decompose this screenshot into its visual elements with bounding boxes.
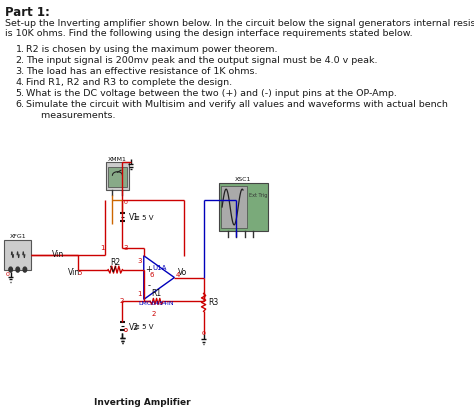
Text: 0: 0 bbox=[123, 200, 127, 205]
Text: Vin: Vin bbox=[52, 250, 64, 259]
Text: 3: 3 bbox=[123, 245, 128, 251]
Circle shape bbox=[16, 267, 19, 272]
Text: 3: 3 bbox=[137, 258, 142, 264]
Text: V1: V1 bbox=[129, 214, 139, 222]
Text: XSC1: XSC1 bbox=[235, 177, 252, 182]
Text: 5.: 5. bbox=[16, 89, 25, 98]
Text: Part 1:: Part 1: bbox=[5, 6, 50, 19]
Text: measurements.: measurements. bbox=[26, 111, 115, 120]
Text: V2: V2 bbox=[129, 323, 139, 332]
Text: 2: 2 bbox=[119, 299, 124, 304]
Text: 1.: 1. bbox=[16, 45, 25, 54]
Text: 2: 2 bbox=[152, 311, 156, 317]
Text: Vo: Vo bbox=[178, 268, 187, 277]
Text: Find R1, R2 and R3 to complete the design.: Find R1, R2 and R3 to complete the desig… bbox=[26, 78, 232, 87]
Text: Inverting Amplifier: Inverting Amplifier bbox=[94, 398, 191, 407]
Text: LMC6484IN: LMC6484IN bbox=[139, 301, 174, 306]
Text: XMM1: XMM1 bbox=[108, 157, 127, 162]
Circle shape bbox=[9, 267, 12, 272]
Text: 0: 0 bbox=[124, 328, 128, 333]
Text: 5: 5 bbox=[78, 269, 82, 276]
Text: is 10K ohms. Find the following using the design interface requirements stated b: is 10K ohms. Find the following using th… bbox=[5, 29, 412, 38]
Text: 3.: 3. bbox=[16, 67, 25, 76]
Text: R1: R1 bbox=[152, 289, 162, 298]
Text: 0: 0 bbox=[6, 271, 10, 276]
Text: U1A: U1A bbox=[152, 265, 167, 271]
Text: ≡ 5 V: ≡ 5 V bbox=[134, 215, 153, 221]
Text: What is the DC voltage between the two (+) and (-) input pins at the OP-Amp.: What is the DC voltage between the two (… bbox=[26, 89, 396, 98]
Text: 0: 0 bbox=[124, 328, 128, 333]
Text: 4: 4 bbox=[176, 271, 180, 278]
Text: +: + bbox=[146, 265, 152, 274]
Text: 0: 0 bbox=[201, 331, 206, 336]
Text: R2 is chosen by using the maximum power theorem.: R2 is chosen by using the maximum power … bbox=[26, 45, 277, 54]
Text: ≡ 5 V: ≡ 5 V bbox=[134, 324, 153, 330]
FancyBboxPatch shape bbox=[108, 167, 127, 187]
Text: 6.: 6. bbox=[16, 100, 25, 109]
FancyBboxPatch shape bbox=[219, 183, 268, 231]
Text: 1: 1 bbox=[100, 245, 105, 251]
Text: Vin: Vin bbox=[68, 268, 80, 277]
Text: Set-up the Inverting amplifier shown below. In the circuit below the signal gene: Set-up the Inverting amplifier shown bel… bbox=[5, 19, 474, 28]
FancyBboxPatch shape bbox=[4, 240, 31, 269]
FancyBboxPatch shape bbox=[221, 186, 247, 228]
Text: -: - bbox=[147, 281, 150, 290]
Text: The input signal is 200mv peak and the output signal must be 4.0 v peak.: The input signal is 200mv peak and the o… bbox=[26, 56, 377, 65]
Text: Ext Trig: Ext Trig bbox=[249, 193, 268, 198]
Text: The load has an effective resistance of 1K ohms.: The load has an effective resistance of … bbox=[26, 67, 257, 76]
Text: 6: 6 bbox=[149, 271, 154, 278]
FancyBboxPatch shape bbox=[106, 162, 129, 190]
Text: XFG1: XFG1 bbox=[9, 234, 26, 239]
Circle shape bbox=[23, 267, 27, 272]
Text: 1: 1 bbox=[137, 291, 142, 297]
Text: 4.: 4. bbox=[16, 78, 25, 87]
Text: R3: R3 bbox=[208, 298, 218, 307]
Text: 2.: 2. bbox=[16, 56, 25, 65]
Text: R2: R2 bbox=[110, 258, 120, 267]
Text: Simulate the circuit with Multisim and verify all values and waveforms with actu: Simulate the circuit with Multisim and v… bbox=[26, 100, 447, 109]
